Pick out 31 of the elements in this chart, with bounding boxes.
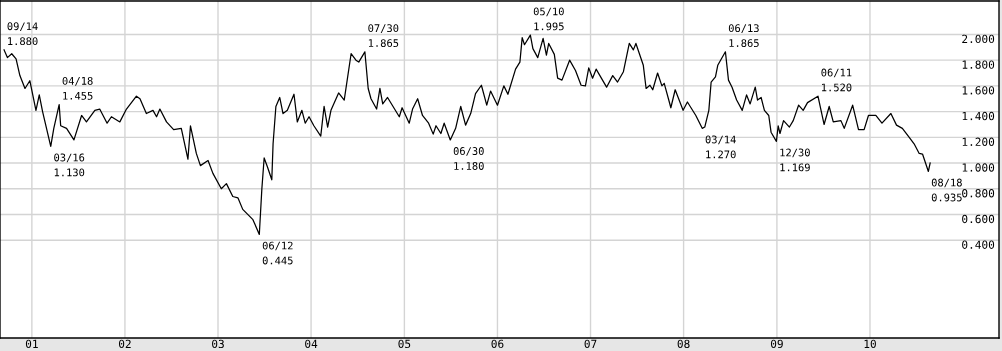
y-tick-label: 1.000 xyxy=(962,163,995,172)
annotation: 03/14 1.270 xyxy=(705,135,736,159)
x-tick-label: 05 xyxy=(398,339,411,349)
y-tick-label: 0.400 xyxy=(962,240,995,249)
x-tick-label: 03 xyxy=(212,339,224,349)
x-tick-label: 08 xyxy=(677,339,690,349)
annotation: 12/30 1.169 xyxy=(780,148,810,172)
annotation: 03/16 1.130 xyxy=(54,153,85,177)
x-tick-label: 02 xyxy=(118,339,131,349)
x-tick-label: 10 xyxy=(864,339,876,349)
annotation: 05/10 1.995 xyxy=(533,7,564,31)
annotation: 09/14 1.880 xyxy=(7,22,38,46)
y-tick-label: 2.000 xyxy=(962,34,995,44)
annotation: 06/30 1.180 xyxy=(453,147,484,170)
y-tick-label: 1.400 xyxy=(962,111,995,121)
x-tick-label: 09 xyxy=(770,339,783,349)
x-tick-label: 01 xyxy=(25,339,38,349)
annotation: 04/18 1.455 xyxy=(62,76,93,100)
x-tick-label: 06 xyxy=(491,339,504,349)
y-tick-label: 0.800 xyxy=(962,189,995,198)
annotation: 06/12 0.445 xyxy=(262,241,293,265)
y-tick-label: 1.600 xyxy=(962,86,995,95)
annotation: 07/30 1.865 xyxy=(368,24,399,48)
annotation: 06/11 1.520 xyxy=(821,68,852,92)
y-tick-label: 1.200 xyxy=(962,137,995,146)
x-tick-label: 07 xyxy=(584,339,597,349)
x-tick-label: 04 xyxy=(305,339,318,349)
y-tick-label: 0.600 xyxy=(962,214,995,224)
annotation: 06/13 1.865 xyxy=(728,24,759,48)
annotation: 08/18 0.935 xyxy=(931,178,962,202)
y-tick-label: 1.800 xyxy=(962,60,995,69)
